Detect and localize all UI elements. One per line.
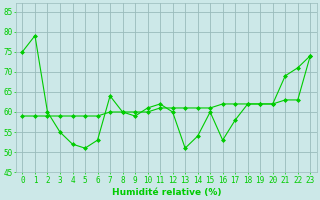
X-axis label: Humidité relative (%): Humidité relative (%) [112, 188, 221, 197]
